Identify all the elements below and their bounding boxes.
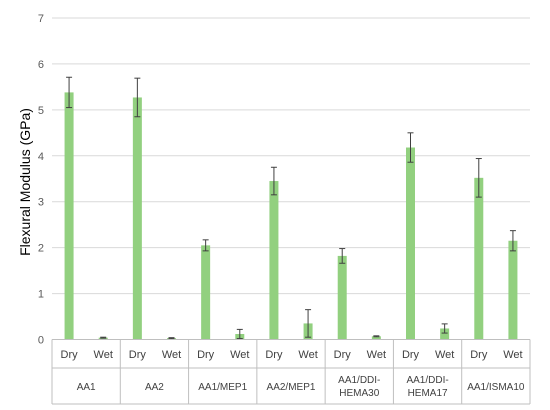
x-group-label: AA1/DDI-	[406, 375, 448, 386]
x-group-label: AA1/ISMA10	[467, 382, 525, 393]
x-group-label: HEMA30	[339, 388, 379, 399]
x-sub-label: Wet	[503, 349, 522, 361]
bars	[65, 92, 518, 339]
x-sub-label: Wet	[162, 349, 181, 361]
bar	[474, 178, 483, 340]
x-sub-label: Wet	[230, 349, 249, 361]
y-tick-label: 4	[38, 151, 44, 163]
bar	[201, 245, 210, 339]
bar	[406, 148, 415, 340]
y-tick-label: 0	[38, 335, 44, 347]
bar	[133, 97, 142, 339]
bar	[508, 241, 517, 340]
bar	[269, 181, 278, 339]
x-group-label: AA2	[145, 382, 164, 393]
x-sub-label: Wet	[367, 349, 386, 361]
x-group-label: AA1/DDI-	[338, 375, 380, 386]
y-tick-label: 7	[38, 13, 44, 25]
y-axis-ticks: 0 1 2 3 4 5 6 7	[38, 13, 44, 347]
x-sub-label: Dry	[402, 349, 420, 361]
x-group-label: AA1	[77, 382, 96, 393]
x-axis: Dry Wet AA1 Dry Wet AA2 Dry Wet AA1/MEP1 Dry Wet AA…	[52, 340, 530, 405]
y-tick-label: 3	[38, 197, 44, 209]
bar	[65, 92, 74, 339]
x-sub-label: Dry	[61, 349, 79, 361]
x-group-label: HEMA17	[408, 388, 448, 399]
bar	[338, 256, 347, 340]
x-sub-label: Dry	[129, 349, 147, 361]
x-sub-label: Dry	[197, 349, 215, 361]
x-sub-label: Wet	[435, 349, 454, 361]
x-group-label: AA1/MEP1	[198, 382, 247, 393]
y-tick-label: 2	[38, 243, 44, 255]
x-group-label: AA2/MEP1	[267, 382, 316, 393]
y-tick-label: 5	[38, 105, 44, 117]
y-axis-title: Flexural Modulus (GPa)	[17, 108, 33, 256]
x-sub-label: Wet	[298, 349, 317, 361]
x-sub-label: Dry	[265, 349, 283, 361]
y-tick-label: 6	[38, 59, 44, 71]
x-sub-label: Dry	[334, 349, 352, 361]
y-tick-label: 1	[38, 289, 44, 301]
x-sub-label: Dry	[470, 349, 488, 361]
gridlines	[52, 18, 530, 294]
x-sub-label: Wet	[94, 349, 113, 361]
